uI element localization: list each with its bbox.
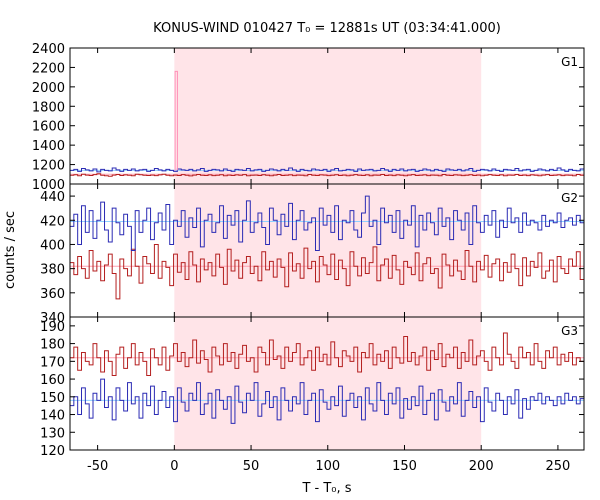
chart-title: KONUS-WIND 010427 T₀ = 12881s UT (03:34:… [153, 21, 501, 36]
x-axis-label: T - T₀, s [301, 481, 351, 496]
y-tick-label: 2400 [32, 42, 65, 57]
panel-frame [69, 316, 585, 451]
panel-g3: 120 130 140 150 160 170 180 190 G3 [40, 316, 585, 459]
shaded-interval [174, 317, 482, 450]
red-series-line [70, 173, 584, 177]
y-tick-label: 420 [40, 214, 65, 229]
panel-name-label: G1 [561, 55, 578, 69]
panel-name-label: G2 [561, 191, 578, 205]
y-tick-label: 140 [40, 409, 65, 424]
y-tick-label: 1600 [32, 120, 65, 135]
x-tick-label: 250 [546, 459, 571, 474]
blue-series-line [70, 167, 584, 173]
panel-g1: 1000 1200 1400 1600 1800 2000 2200 2400 G1 [32, 42, 585, 193]
x-tick-label: 50 [243, 459, 260, 474]
shaded-interval [174, 48, 482, 184]
y-tick-label: 2200 [32, 61, 65, 76]
panel-name-label: G3 [561, 324, 578, 338]
y-tick-label: 160 [40, 373, 65, 388]
blue-series-line [70, 378, 584, 424]
panel-g2: 340 360 380 400 420 440 G2 [40, 183, 585, 326]
x-tick-label: -50 [87, 459, 108, 474]
y-tick-label: 1000 [32, 178, 65, 193]
red-series-line [70, 332, 584, 377]
y-tick-label: 180 [40, 338, 65, 353]
red-series-line [70, 243, 584, 300]
y-tick-label: 1400 [32, 139, 65, 154]
y-tick-label: 120 [40, 444, 65, 459]
y-tick-label: 340 [40, 311, 65, 326]
y-tick-label: 190 [40, 320, 65, 335]
x-tick-label: 100 [315, 459, 340, 474]
y-axis-label: counts / sec [3, 211, 18, 289]
y-tick-label: 130 [40, 426, 65, 441]
pink-series-line [174, 70, 178, 171]
x-tick-label: 150 [392, 459, 417, 474]
y-tick-label: 400 [40, 238, 65, 253]
x-tick-label: 200 [469, 459, 494, 474]
shaded-interval [174, 184, 482, 317]
y-tick-label: 360 [40, 287, 65, 302]
y-tick-label: 170 [40, 355, 65, 370]
y-tick-label: 150 [40, 391, 65, 406]
y-tick-label: 2000 [32, 81, 65, 96]
y-tick-label: 1800 [32, 100, 65, 115]
y-tick-label: 1200 [32, 159, 65, 174]
x-tick-label: 0 [170, 459, 178, 474]
y-tick-label: 440 [40, 190, 65, 205]
blue-series-line [70, 195, 584, 251]
y-tick-label: 380 [40, 263, 65, 278]
